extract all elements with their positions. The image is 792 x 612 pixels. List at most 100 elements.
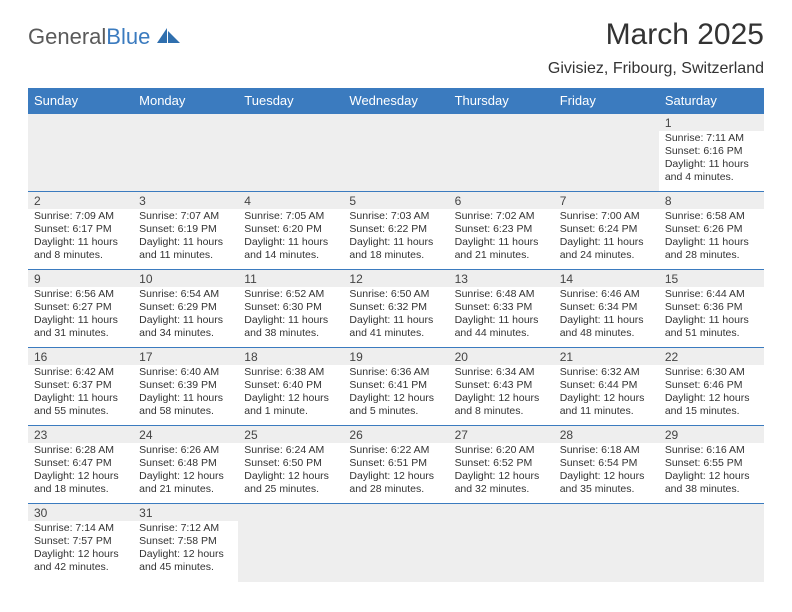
- sunset-text: Sunset: 6:48 PM: [139, 457, 232, 470]
- sunset-text: Sunset: 6:30 PM: [244, 301, 337, 314]
- sunset-text: Sunset: 6:34 PM: [560, 301, 653, 314]
- sunrise-text: Sunrise: 6:50 AM: [349, 288, 442, 301]
- location: Givisiez, Fribourg, Switzerland: [548, 60, 764, 78]
- calendar-cell: [343, 114, 448, 192]
- calendar-cell: 30Sunrise: 7:14 AMSunset: 7:57 PMDayligh…: [28, 504, 133, 582]
- day-details: Sunrise: 6:28 AMSunset: 6:47 PMDaylight:…: [28, 443, 133, 501]
- day-number: 30: [28, 504, 133, 521]
- day-details: Sunrise: 6:20 AMSunset: 6:52 PMDaylight:…: [449, 443, 554, 501]
- day-details: Sunrise: 7:03 AMSunset: 6:22 PMDaylight:…: [343, 209, 448, 267]
- sunset-text: Sunset: 6:43 PM: [455, 379, 548, 392]
- calendar-cell: 18Sunrise: 6:38 AMSunset: 6:40 PMDayligh…: [238, 348, 343, 426]
- brand-logo: GeneralBlue: [28, 18, 182, 50]
- weekday-header: Friday: [554, 88, 659, 114]
- daylight-text: Daylight: 12 hours and 28 minutes.: [349, 470, 442, 496]
- weekday-header: Sunday: [28, 88, 133, 114]
- weekday-header: Saturday: [659, 88, 764, 114]
- calendar-week-row: 16Sunrise: 6:42 AMSunset: 6:37 PMDayligh…: [28, 348, 764, 426]
- sunset-text: Sunset: 6:24 PM: [560, 223, 653, 236]
- daylight-text: Daylight: 12 hours and 15 minutes.: [665, 392, 758, 418]
- calendar-cell: 21Sunrise: 6:32 AMSunset: 6:44 PMDayligh…: [554, 348, 659, 426]
- day-number: 2: [28, 192, 133, 209]
- day-details: Sunrise: 7:05 AMSunset: 6:20 PMDaylight:…: [238, 209, 343, 267]
- calendar-cell: 24Sunrise: 6:26 AMSunset: 6:48 PMDayligh…: [133, 426, 238, 504]
- daylight-text: Daylight: 11 hours and 51 minutes.: [665, 314, 758, 340]
- day-details: Sunrise: 7:14 AMSunset: 7:57 PMDaylight:…: [28, 521, 133, 579]
- calendar-cell: 17Sunrise: 6:40 AMSunset: 6:39 PMDayligh…: [133, 348, 238, 426]
- calendar-cell: [133, 114, 238, 192]
- daylight-text: Daylight: 11 hours and 55 minutes.: [34, 392, 127, 418]
- calendar-cell: 9Sunrise: 6:56 AMSunset: 6:27 PMDaylight…: [28, 270, 133, 348]
- sunrise-text: Sunrise: 6:34 AM: [455, 366, 548, 379]
- sunset-text: Sunset: 6:27 PM: [34, 301, 127, 314]
- page-title: March 2025: [548, 18, 764, 52]
- day-number: 21: [554, 348, 659, 365]
- sunrise-text: Sunrise: 6:52 AM: [244, 288, 337, 301]
- sunset-text: Sunset: 6:52 PM: [455, 457, 548, 470]
- day-details: Sunrise: 6:54 AMSunset: 6:29 PMDaylight:…: [133, 287, 238, 345]
- sunrise-text: Sunrise: 7:00 AM: [560, 210, 653, 223]
- day-details: Sunrise: 7:12 AMSunset: 7:58 PMDaylight:…: [133, 521, 238, 579]
- sunrise-text: Sunrise: 6:56 AM: [34, 288, 127, 301]
- daylight-text: Daylight: 12 hours and 8 minutes.: [455, 392, 548, 418]
- day-details: Sunrise: 6:50 AMSunset: 6:32 PMDaylight:…: [343, 287, 448, 345]
- calendar-cell: [238, 114, 343, 192]
- brand-part2: Blue: [106, 24, 150, 50]
- sunrise-text: Sunrise: 6:58 AM: [665, 210, 758, 223]
- page: GeneralBlue March 2025 Givisiez, Fribour…: [0, 0, 792, 600]
- calendar-cell: 8Sunrise: 6:58 AMSunset: 6:26 PMDaylight…: [659, 192, 764, 270]
- sunset-text: Sunset: 6:54 PM: [560, 457, 653, 470]
- day-number: 25: [238, 426, 343, 443]
- day-details: Sunrise: 6:32 AMSunset: 6:44 PMDaylight:…: [554, 365, 659, 423]
- day-number: 23: [28, 426, 133, 443]
- day-number: 14: [554, 270, 659, 287]
- day-number: 3: [133, 192, 238, 209]
- calendar-cell: [28, 114, 133, 192]
- sunset-text: Sunset: 6:51 PM: [349, 457, 442, 470]
- daylight-text: Daylight: 11 hours and 24 minutes.: [560, 236, 653, 262]
- day-number: 19: [343, 348, 448, 365]
- day-details: Sunrise: 6:52 AMSunset: 6:30 PMDaylight:…: [238, 287, 343, 345]
- day-number: 24: [133, 426, 238, 443]
- day-number: 20: [449, 348, 554, 365]
- day-details: Sunrise: 6:16 AMSunset: 6:55 PMDaylight:…: [659, 443, 764, 501]
- day-number: 10: [133, 270, 238, 287]
- sunset-text: Sunset: 6:55 PM: [665, 457, 758, 470]
- sunset-text: Sunset: 7:58 PM: [139, 535, 232, 548]
- day-details: Sunrise: 6:18 AMSunset: 6:54 PMDaylight:…: [554, 443, 659, 501]
- day-details: Sunrise: 7:00 AMSunset: 6:24 PMDaylight:…: [554, 209, 659, 267]
- day-details: Sunrise: 6:30 AMSunset: 6:46 PMDaylight:…: [659, 365, 764, 423]
- sunrise-text: Sunrise: 6:18 AM: [560, 444, 653, 457]
- daylight-text: Daylight: 12 hours and 35 minutes.: [560, 470, 653, 496]
- calendar-week-row: 2Sunrise: 7:09 AMSunset: 6:17 PMDaylight…: [28, 192, 764, 270]
- daylight-text: Daylight: 12 hours and 42 minutes.: [34, 548, 127, 574]
- day-details: Sunrise: 6:48 AMSunset: 6:33 PMDaylight:…: [449, 287, 554, 345]
- calendar-week-row: 23Sunrise: 6:28 AMSunset: 6:47 PMDayligh…: [28, 426, 764, 504]
- calendar-cell: 13Sunrise: 6:48 AMSunset: 6:33 PMDayligh…: [449, 270, 554, 348]
- sunrise-text: Sunrise: 6:26 AM: [139, 444, 232, 457]
- sunset-text: Sunset: 6:23 PM: [455, 223, 548, 236]
- day-details: Sunrise: 6:26 AMSunset: 6:48 PMDaylight:…: [133, 443, 238, 501]
- daylight-text: Daylight: 12 hours and 21 minutes.: [139, 470, 232, 496]
- weekday-header: Tuesday: [238, 88, 343, 114]
- calendar-cell: 20Sunrise: 6:34 AMSunset: 6:43 PMDayligh…: [449, 348, 554, 426]
- sunset-text: Sunset: 6:26 PM: [665, 223, 758, 236]
- day-details: Sunrise: 6:56 AMSunset: 6:27 PMDaylight:…: [28, 287, 133, 345]
- sunset-text: Sunset: 6:41 PM: [349, 379, 442, 392]
- title-block: March 2025 Givisiez, Fribourg, Switzerla…: [548, 18, 764, 78]
- sunrise-text: Sunrise: 6:20 AM: [455, 444, 548, 457]
- day-number: 27: [449, 426, 554, 443]
- sunset-text: Sunset: 6:47 PM: [34, 457, 127, 470]
- calendar-cell: 15Sunrise: 6:44 AMSunset: 6:36 PMDayligh…: [659, 270, 764, 348]
- sunrise-text: Sunrise: 6:16 AM: [665, 444, 758, 457]
- sunset-text: Sunset: 6:37 PM: [34, 379, 127, 392]
- daylight-text: Daylight: 12 hours and 5 minutes.: [349, 392, 442, 418]
- calendar-cell: [554, 114, 659, 192]
- sunrise-text: Sunrise: 7:05 AM: [244, 210, 337, 223]
- daylight-text: Daylight: 11 hours and 28 minutes.: [665, 236, 758, 262]
- sunset-text: Sunset: 6:19 PM: [139, 223, 232, 236]
- daylight-text: Daylight: 12 hours and 18 minutes.: [34, 470, 127, 496]
- day-details: Sunrise: 6:40 AMSunset: 6:39 PMDaylight:…: [133, 365, 238, 423]
- sunset-text: Sunset: 6:22 PM: [349, 223, 442, 236]
- day-number: 9: [28, 270, 133, 287]
